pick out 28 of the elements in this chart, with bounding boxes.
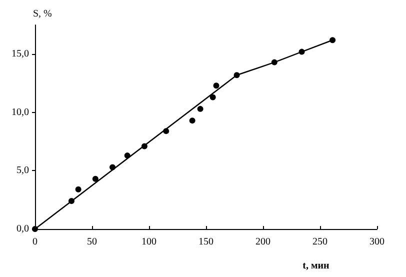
point <box>330 37 336 44</box>
y-tick-label: 0,0 <box>16 224 29 234</box>
point <box>141 143 148 150</box>
x-tick-label: 150 <box>198 236 214 248</box>
x-tick-label: 200 <box>256 236 270 248</box>
point <box>271 59 278 66</box>
point <box>110 164 116 170</box>
y-tick-label: 15,0 <box>12 48 29 60</box>
x-tick-label: 0 <box>32 236 38 248</box>
point <box>163 128 170 134</box>
x-tick-label: 50 <box>87 236 97 248</box>
x-tick-label: 300 <box>370 236 384 248</box>
point <box>189 118 196 124</box>
y-axis-title: S, % <box>33 8 52 20</box>
point <box>298 48 305 55</box>
point <box>68 198 74 204</box>
point <box>92 176 98 182</box>
point <box>210 94 216 100</box>
point <box>75 186 82 192</box>
point <box>234 72 240 78</box>
point <box>213 82 220 89</box>
x-tick-label: 250 <box>312 236 328 248</box>
y-tick-label: 5,0 <box>16 165 29 176</box>
x-axis-title: t, мин <box>302 260 330 272</box>
x-tick-label: 100 <box>142 236 156 248</box>
point <box>197 106 204 112</box>
point <box>124 152 130 159</box>
y-tick-label: 10,0 <box>12 106 29 118</box>
